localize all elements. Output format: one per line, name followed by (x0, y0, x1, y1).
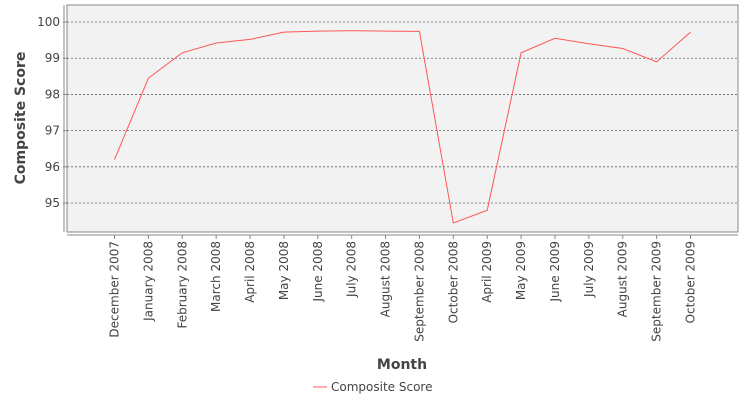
x-tick-label: February 2008 (175, 241, 189, 329)
x-tick-label: April 2009 (480, 241, 494, 303)
x-axis-title: Month (377, 357, 427, 373)
y-tick-label: 97 (45, 124, 60, 138)
x-tick-label: October 2008 (446, 241, 460, 323)
x-tick-label: September 2009 (650, 241, 664, 342)
y-axis-title: Composite Score (13, 52, 29, 185)
plot-area (66, 4, 739, 233)
x-tick-label: May 2009 (514, 241, 528, 300)
y-tick-label: 95 (45, 196, 60, 210)
x-tick-label: October 2009 (684, 241, 698, 323)
x-tick-label: December 2007 (108, 241, 122, 338)
y-tick-label: 99 (45, 51, 60, 65)
x-tick-label: September 2008 (412, 241, 426, 342)
x-tick-label: August 2009 (616, 241, 630, 317)
y-tick-label: 96 (45, 160, 60, 174)
legend-label: Composite Score (331, 380, 432, 394)
line-series (114, 30, 691, 224)
x-tick-label: July 2008 (345, 241, 359, 298)
x-tick-label: April 2008 (243, 241, 257, 303)
x-tick-label: March 2008 (209, 241, 223, 312)
x-tick-label: June 2008 (311, 241, 325, 303)
x-tick-label: August 2008 (379, 241, 393, 317)
x-tick-label: June 2009 (548, 241, 562, 303)
x-tick-label: January 2008 (141, 241, 155, 322)
x-tick-label: May 2008 (277, 241, 291, 300)
x-tick-label: July 2009 (582, 241, 596, 298)
y-tick-label: 100 (37, 15, 60, 29)
y-tick-label: 98 (45, 87, 60, 101)
